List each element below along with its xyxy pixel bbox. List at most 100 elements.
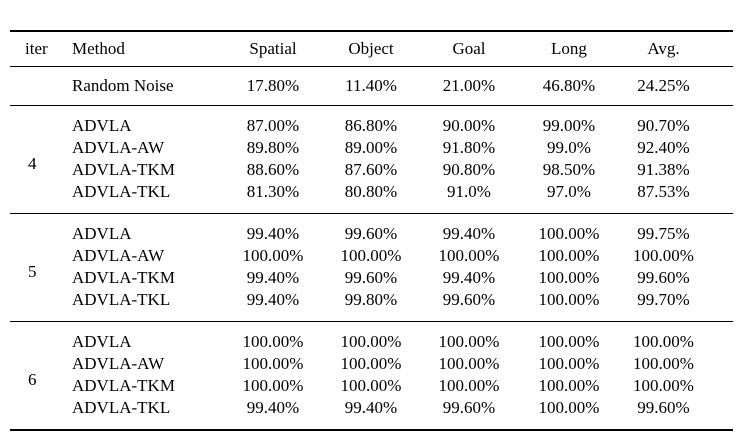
- value-cell: 99.75%: [637, 224, 690, 243]
- method-cell: ADVLA: [72, 332, 132, 351]
- method-cell: ADVLA-TKL: [72, 398, 171, 417]
- iter-cell: [10, 67, 62, 106]
- paper-table-region: iter Method Spatial Object Goal Long Avg…: [10, 30, 733, 431]
- iter-cell: 4: [28, 154, 37, 173]
- table-row: ADVLA-TKL 99.40% 99.40% 99.60% 100.00% 9…: [10, 397, 733, 430]
- value-cell: 100.00%: [538, 354, 600, 373]
- table-row: ADVLA-TKM 99.40% 99.60% 99.40% 100.00% 9…: [10, 267, 733, 289]
- value-cell: 99.60%: [637, 268, 690, 287]
- value-cell: 99.60%: [344, 224, 398, 243]
- value-cell: 100.00%: [438, 376, 500, 395]
- method-cell: ADVLA-TKM: [72, 376, 175, 395]
- method-cell: ADVLA-AW: [72, 246, 165, 265]
- value-cell: 99.60%: [442, 290, 496, 309]
- method-cell: ADVLA-TKL: [72, 182, 171, 201]
- value-cell: 91.0%: [447, 182, 491, 201]
- value-cell: 99.0%: [547, 138, 591, 157]
- value-cell: 88.60%: [246, 160, 300, 179]
- value-cell: 100.00%: [538, 376, 600, 395]
- value-cell: 87.00%: [246, 116, 300, 135]
- value-cell: 86.80%: [344, 116, 398, 135]
- value-cell: 91.80%: [442, 138, 496, 157]
- value-cell: 100.00%: [242, 332, 304, 351]
- table-row: 5 ADVLA 99.40% 99.60% 99.40% 100.00% 99.…: [10, 214, 733, 281]
- method-cell: ADVLA-AW: [72, 138, 165, 157]
- baseline-group: Random Noise 17.80% 11.40% 21.00% 46.80%…: [10, 67, 733, 106]
- value-cell: 99.00%: [542, 116, 596, 135]
- value-cell: 100.00%: [340, 246, 402, 265]
- value-cell: 24.25%: [637, 76, 690, 95]
- method-cell: ADVLA: [72, 224, 132, 243]
- value-cell: 99.40%: [344, 398, 398, 417]
- value-cell: 100.00%: [438, 354, 500, 373]
- value-cell: 89.80%: [246, 138, 300, 157]
- value-cell: 46.80%: [542, 76, 596, 95]
- value-cell: 100.00%: [538, 268, 600, 287]
- value-cell: 100.00%: [538, 290, 600, 309]
- value-cell: 99.70%: [637, 290, 690, 309]
- value-cell: 100.00%: [633, 246, 694, 265]
- iter-5-group: 5 ADVLA 99.40% 99.60% 99.40% 100.00% 99.…: [10, 213, 733, 322]
- value-cell: 90.70%: [637, 116, 690, 135]
- value-cell: 99.40%: [442, 268, 496, 287]
- value-cell: 87.53%: [637, 182, 690, 201]
- value-cell: 100.00%: [340, 376, 402, 395]
- value-cell: 99.40%: [246, 268, 300, 287]
- value-cell: 17.80%: [246, 76, 300, 95]
- header-cell-iter: iter: [25, 39, 48, 58]
- value-cell: 100.00%: [340, 354, 402, 373]
- table-row: ADVLA-TKL 99.40% 99.80% 99.60% 100.00% 9…: [10, 289, 733, 322]
- value-cell: 98.50%: [542, 160, 596, 179]
- value-cell: 21.00%: [442, 76, 496, 95]
- value-cell: 99.40%: [246, 398, 300, 417]
- table-row: ADVLA-AW 100.00% 100.00% 100.00% 100.00%…: [10, 245, 733, 267]
- header-cell-avg: Avg.: [647, 39, 680, 58]
- value-cell: 100.00%: [538, 398, 600, 417]
- value-cell: 100.00%: [242, 246, 304, 265]
- method-cell: ADVLA-AW: [72, 354, 165, 373]
- value-cell: 100.00%: [538, 224, 600, 243]
- value-cell: 99.80%: [344, 290, 398, 309]
- value-cell: 99.40%: [246, 290, 300, 309]
- method-cell: ADVLA: [72, 116, 132, 135]
- value-cell: 100.00%: [242, 376, 304, 395]
- value-cell: 100.00%: [538, 246, 600, 265]
- header-cell-object: Object: [348, 39, 394, 58]
- value-cell: 91.38%: [637, 160, 690, 179]
- value-cell: 81.30%: [246, 182, 300, 201]
- table-row: Random Noise 17.80% 11.40% 21.00% 46.80%…: [10, 67, 733, 106]
- header-cell-goal: Goal: [452, 39, 486, 58]
- method-cell: ADVLA-TKL: [72, 290, 171, 309]
- value-cell: 90.00%: [442, 116, 496, 135]
- value-cell: 80.80%: [344, 182, 398, 201]
- value-cell: 100.00%: [438, 332, 500, 351]
- header-row: iter Method Spatial Object Goal Long Avg…: [10, 31, 733, 67]
- header-cell-method: Method: [72, 39, 125, 58]
- table-row: 4 ADVLA 87.00% 86.80% 90.00% 99.00% 90.7…: [10, 106, 733, 173]
- table-row: ADVLA-TKM 100.00% 100.00% 100.00% 100.00…: [10, 375, 733, 397]
- iter-cell: 6: [28, 370, 37, 389]
- value-cell: 99.60%: [637, 398, 690, 417]
- table-header: iter Method Spatial Object Goal Long Avg…: [10, 31, 733, 67]
- value-cell: 100.00%: [633, 354, 694, 373]
- value-cell: 100.00%: [340, 332, 402, 351]
- table-row: ADVLA-AW 100.00% 100.00% 100.00% 100.00%…: [10, 353, 733, 375]
- header-cell-long: Long: [551, 39, 587, 58]
- value-cell: 87.60%: [344, 160, 398, 179]
- value-cell: 100.00%: [633, 332, 694, 351]
- method-cell: ADVLA-TKM: [72, 268, 175, 287]
- value-cell: 100.00%: [538, 332, 600, 351]
- value-cell: 11.40%: [345, 76, 397, 95]
- value-cell: 89.00%: [344, 138, 398, 157]
- value-cell: 92.40%: [637, 138, 690, 157]
- table-row: 6 ADVLA 100.00% 100.00% 100.00% 100.00% …: [10, 322, 733, 389]
- iter-6-group: 6 ADVLA 100.00% 100.00% 100.00% 100.00% …: [10, 321, 733, 431]
- value-cell: 100.00%: [242, 354, 304, 373]
- value-cell: 99.40%: [246, 224, 300, 243]
- results-table: iter Method Spatial Object Goal Long Avg…: [10, 30, 733, 431]
- iter-4-group: 4 ADVLA 87.00% 86.80% 90.00% 99.00% 90.7…: [10, 105, 733, 214]
- iter-cell: 5: [28, 262, 37, 281]
- value-cell: 99.60%: [442, 398, 496, 417]
- table-row: ADVLA-AW 89.80% 89.00% 91.80% 99.0% 92.4…: [10, 137, 733, 159]
- table-row: ADVLA-TKM 88.60% 87.60% 90.80% 98.50% 91…: [10, 159, 733, 181]
